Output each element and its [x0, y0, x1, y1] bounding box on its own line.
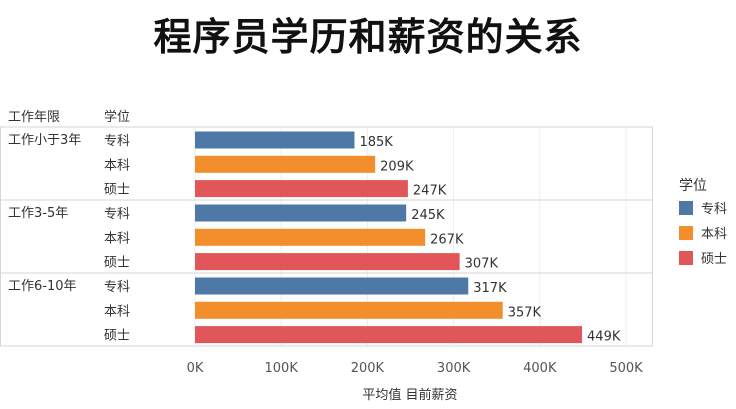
header-degree: 学位: [104, 109, 130, 125]
legend-swatch: [679, 226, 693, 240]
group-label: 工作6-10年: [8, 279, 77, 294]
degree-label: 硕士: [104, 329, 130, 344]
data-label: 185K: [359, 135, 393, 150]
bar: [195, 204, 407, 222]
legend-swatch: [679, 251, 693, 265]
x-axis-title: 平均值 目前薪资: [362, 387, 457, 403]
chart-frame: [0, 126, 653, 347]
x-tick-label: 300K: [437, 361, 471, 376]
data-label: 247K: [413, 184, 447, 199]
x-tick-label: 200K: [351, 361, 385, 376]
data-label: 307K: [465, 257, 499, 272]
degree-label: 专科: [104, 207, 130, 222]
bar: [195, 277, 469, 295]
data-label: 209K: [380, 159, 414, 174]
degree-label: 本科: [104, 231, 130, 246]
legend-item: 本科: [701, 227, 727, 242]
legend-item: 硕士: [701, 252, 727, 267]
data-label: 357K: [508, 305, 542, 320]
x-tick-label: 0K: [187, 361, 204, 376]
bar: [195, 131, 355, 149]
header-work-years: 工作年限: [8, 110, 60, 125]
legend-title: 学位: [679, 178, 707, 194]
data-label: 317K: [473, 281, 507, 296]
data-label: 267K: [430, 232, 464, 247]
frame-border: [0, 126, 653, 347]
bar: [195, 253, 460, 271]
bar: [195, 326, 583, 344]
degree-label: 专科: [104, 134, 130, 149]
degree-label: 硕士: [104, 183, 130, 198]
degree-label: 本科: [104, 304, 130, 319]
legend-swatch: [679, 201, 693, 215]
bar: [195, 301, 503, 319]
data-label: 449K: [587, 330, 621, 345]
x-tick-label: 100K: [265, 361, 299, 376]
x-tick-label: 500K: [609, 361, 643, 376]
legend-item: 专科: [701, 202, 727, 217]
group-label: 工作3-5年: [8, 206, 68, 221]
bar: [195, 180, 408, 198]
group-label: 工作小于3年: [8, 133, 81, 148]
degree-label: 本科: [104, 158, 130, 173]
data-label: 245K: [411, 208, 445, 223]
degree-label: 专科: [104, 280, 130, 295]
x-axis-ticks: 0K 100K 200K 300K 400K 500K: [187, 361, 644, 376]
x-tick-label: 400K: [523, 361, 557, 376]
bar: [195, 155, 376, 173]
degree-label: 硕士: [104, 256, 130, 271]
bar: [195, 228, 426, 246]
chart-title: 程序员学历和薪资的关系: [153, 15, 583, 59]
